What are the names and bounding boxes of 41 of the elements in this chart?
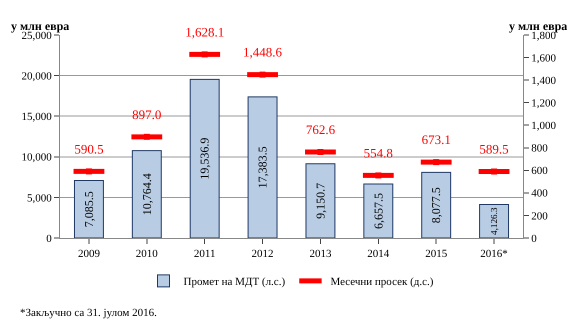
x-tick-label: 2011 bbox=[194, 248, 216, 260]
data-label: 17,383.5 bbox=[256, 146, 270, 188]
data-label: 897.0 bbox=[132, 106, 162, 122]
data-label: 590.5 bbox=[74, 141, 104, 156]
y-tick-label: 15,000 bbox=[22, 111, 52, 124]
data-label: 9,150.7 bbox=[313, 182, 328, 219]
x-tick-label: 2013 bbox=[309, 248, 332, 260]
y-tick-label: 20,000 bbox=[22, 70, 52, 82]
y2-tick-label: 1,400 bbox=[531, 74, 556, 87]
y2-tick-label: 200 bbox=[531, 210, 548, 222]
y-tick-label: 5,000 bbox=[27, 192, 52, 204]
data-label: 7,085.5 bbox=[82, 191, 96, 228]
y2-tick-label: 0 bbox=[531, 232, 538, 245]
y-tick-label: 10,000 bbox=[22, 152, 52, 164]
x-tick-label: 2009 bbox=[78, 248, 100, 260]
data-label: 554.8 bbox=[364, 145, 393, 160]
y2-tick-label: 1,200 bbox=[531, 98, 556, 110]
data-label: 762.6 bbox=[306, 122, 336, 137]
y2-tick-label: 800 bbox=[531, 142, 548, 155]
data-label: 6,657.5 bbox=[371, 192, 386, 229]
data-label: 589.5 bbox=[479, 142, 509, 157]
x-tick-label: 2010 bbox=[136, 248, 158, 260]
y2-tick-label: 1,600 bbox=[531, 52, 556, 64]
y2-tick-label: 1,000 bbox=[531, 120, 556, 132]
x-tick-label: 2015 bbox=[425, 248, 448, 260]
data-label: 19,536.9 bbox=[198, 138, 212, 180]
data-label: 673.1 bbox=[422, 132, 451, 148]
data-label: 8,077.5 bbox=[429, 187, 444, 224]
legend-label: Промет на МДТ (л.с.) bbox=[184, 276, 286, 288]
data-label: 10,764.4 bbox=[140, 173, 154, 216]
data-label: 4,126.3 bbox=[489, 207, 500, 235]
y2-tick-label: 600 bbox=[531, 165, 548, 178]
y2-tick-label: 400 bbox=[531, 188, 548, 200]
x-tick-label: 2014 bbox=[367, 248, 390, 260]
data-label: 1,628.1 bbox=[185, 24, 224, 40]
x-tick-label: 2016* bbox=[480, 248, 508, 260]
legend-label: Месечни просек (д.с.) bbox=[330, 276, 434, 288]
x-tick-label: 2012 bbox=[252, 248, 274, 260]
y-tick-label: 0 bbox=[46, 232, 52, 245]
data-label: 1,448.6 bbox=[243, 44, 283, 60]
text: *Закључно са 31. јулом 2016. bbox=[20, 307, 158, 319]
